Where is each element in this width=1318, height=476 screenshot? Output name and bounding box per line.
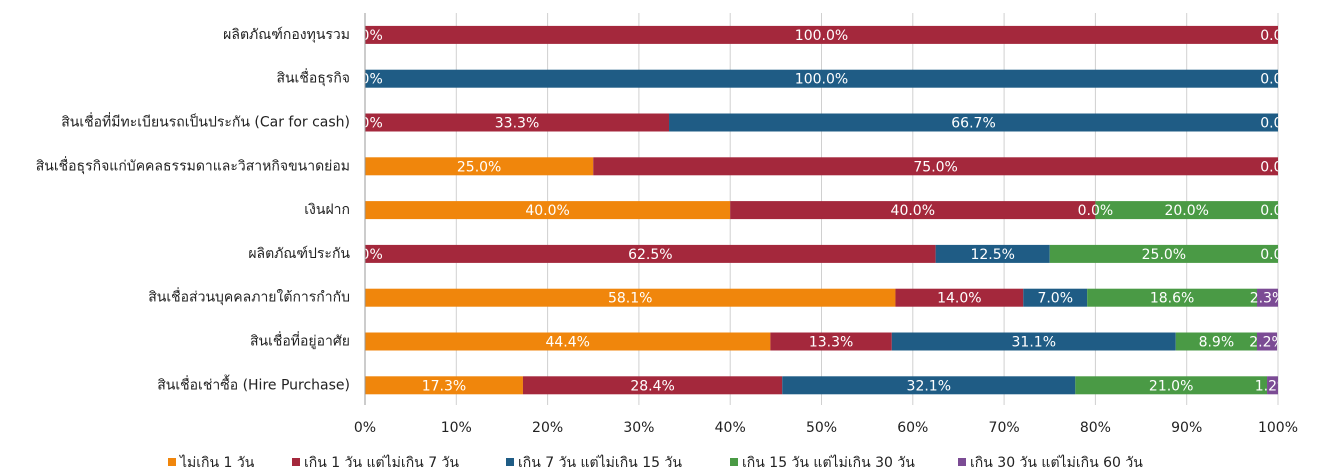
legend-label: เกิน 7 วัน แต่ไม่เกิน 15 วัน [518,454,682,471]
bar-segment [365,201,731,220]
y-tick-label: ผลิตภัณฑ์ประกัน [248,245,350,262]
bar-segment [365,157,594,176]
value-label: 17.3% [422,378,466,394]
value-label: 7.0% [1037,291,1073,307]
x-tick-label: 100% [1258,420,1298,436]
value-label: 100.0% [795,72,848,88]
bar-segment [365,332,771,351]
value-label: 44.4% [545,335,589,351]
bar-segment [1257,332,1278,351]
value-label: 31.1% [1012,335,1056,351]
x-tick-label: 40% [715,420,746,436]
y-tick-label: สินเชื่อเช่าซื้อ (Hire Purchase) [157,374,350,393]
value-label: 14.0% [937,291,981,307]
value-label: 33.3% [495,116,539,132]
value-label: 25.0% [1142,247,1186,263]
bar-segment [365,376,523,395]
y-tick-label: สินเชื่อที่มีทะเบียนรถเป็นประกัน (Car fo… [61,113,350,131]
value-label: 0.0% [1260,116,1296,132]
legend-marker [292,458,300,466]
value-label: 2.2% [1249,335,1285,351]
x-tick-label: 80% [1080,420,1111,436]
value-label: 0.0% [347,247,383,263]
value-label: 0.0% [1260,28,1296,44]
bar-segment [895,288,1024,307]
legend-marker [958,458,966,466]
value-label: 66.7% [951,116,995,132]
y-tick-label: เงินฝาก [304,202,350,218]
legend-label: ไม่เกิน 1 วัน [179,454,255,471]
legend-marker [168,458,176,466]
bar-segment [365,288,896,307]
bar-segment [669,113,1278,132]
value-labels: 0.0% 100.0% 0.0% 0.0% 100.0% 0.0% 0.0% 33.3% 66.… [347,28,1296,394]
value-label: 20.0% [1164,203,1208,219]
x-tick-label: 0% [354,420,376,436]
bar-segment [770,332,892,351]
value-label: 2.3% [1250,291,1286,307]
value-label: 0.0% [1260,72,1296,88]
value-label: 40.0% [525,203,569,219]
bar-segment [365,25,1278,44]
value-label: 25.0% [457,159,501,175]
bar-segment [1075,376,1268,395]
y-tick-label: สินเชื่อส่วนบุคคลภายใต้การกำกับ [148,288,350,306]
value-label: 0.0% [1078,203,1114,219]
bar-segment [891,332,1176,351]
bar-segment [522,376,783,395]
x-tick-label: 50% [806,420,837,436]
value-label: 0.0% [347,116,383,132]
legend-marker [730,458,738,466]
x-tick-label: 60% [897,420,928,436]
bar-segment [593,157,1278,176]
x-tick-label: 30% [623,420,654,436]
value-label: 58.1% [608,291,652,307]
value-label: 18.6% [1150,291,1194,307]
y-tick-label: สินเชื่อที่อยู่อาศัย [250,332,350,350]
value-label: 32.1% [907,378,951,394]
value-label: 40.0% [891,203,935,219]
x-tick-label: 20% [532,420,563,436]
bar-segment [1267,376,1278,395]
value-label: 75.0% [913,159,957,175]
legend-label: เกิน 15 วัน แต่ไม่เกิน 30 วัน [742,454,915,471]
value-label: 0.0% [347,72,383,88]
y-tick-label: ผลิตภัณฑ์กองทุนรวม [223,26,350,43]
bar-segment [365,244,936,263]
bar-segment [935,244,1050,263]
y-tick-label: สินเชื่อธุรกิจ [276,69,350,87]
x-tick-label: 70% [989,420,1020,436]
bar-segment [365,113,670,132]
bar-segment [1175,332,1258,351]
value-label: 28.4% [630,378,674,394]
legend-label: เกิน 1 วัน แต่ไม่เกิน 7 วัน [304,454,459,471]
legend-marker [506,458,514,466]
value-label: 8.9% [1199,335,1235,351]
bar-segment [365,69,1278,88]
value-label: 1.2% [1255,378,1291,394]
value-label: 0.0% [1260,203,1296,219]
value-label: 21.0% [1149,378,1193,394]
y-tick-label: สินเชื่อธุรกิจแก่บัคคลธรรมดาและวิสาหกิจข… [36,156,350,174]
value-label: 0.0% [1260,247,1296,263]
bar-segment [1023,288,1088,307]
bar-segment [1087,288,1258,307]
value-label: 13.3% [809,335,853,351]
value-label: 100.0% [795,28,848,44]
value-label: 0.0% [347,28,383,44]
bar-segment [1257,288,1278,307]
x-tick-label: 10% [441,420,472,436]
x-tick-label: 90% [1171,420,1202,436]
value-label: 0.0% [1260,159,1296,175]
bar-segment [1049,244,1278,263]
bar-segment [782,376,1076,395]
value-label: 62.5% [628,247,672,263]
bar-segment [730,201,1096,220]
bar-segment [1095,201,1278,220]
legend-label: เกิน 30 วัน แต่ไม่เกิน 60 วัน [970,454,1143,471]
value-label: 12.5% [970,247,1014,263]
